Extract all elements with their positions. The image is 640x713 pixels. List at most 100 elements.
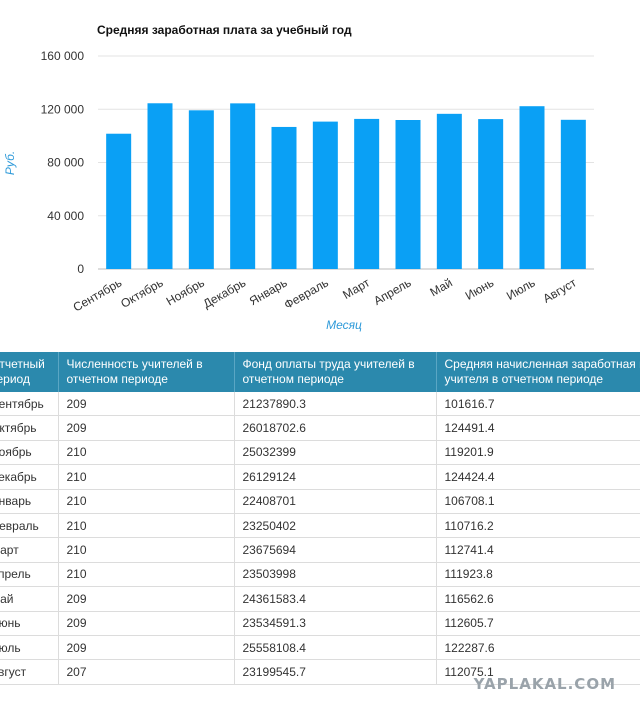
bar — [560, 119, 586, 270]
cell-average-salary: 106708.1 — [436, 489, 640, 514]
cell-teachers-count: 209 — [58, 611, 235, 636]
x-axis-label: Месяц — [326, 318, 362, 332]
x-tick-label: Сентябрь — [71, 275, 125, 314]
bar — [436, 113, 462, 269]
y-tick-label: 40 000 — [47, 209, 84, 223]
cell-period: Февраль — [0, 513, 59, 539]
cell-period: Сентябрь — [0, 392, 59, 417]
table-row: Ноябрь21025032399119201.9 — [0, 440, 640, 466]
bars — [106, 103, 586, 270]
cell-teachers-count: 210 — [58, 513, 235, 539]
site-watermark: YAPLAKAL.COM — [473, 675, 616, 693]
x-tick-label: Май — [427, 275, 454, 299]
header-teachers-count: Численность учителей в отчетном периоде — [58, 352, 235, 392]
x-tick-label: Ноябрь — [164, 275, 207, 308]
cell-average-salary: 122287.6 — [436, 635, 640, 661]
cell-average-salary: 112075.1 — [436, 659, 640, 685]
bar — [106, 133, 132, 269]
cell-period: Июль — [0, 635, 59, 661]
table-header-row: Отчетный период Численность учителей в о… — [0, 352, 640, 392]
cell-period: Март — [0, 537, 59, 563]
bar — [271, 126, 297, 269]
header-period-label: Отчетный период — [0, 357, 45, 386]
chart-title: Средняя заработная плата за учебный год — [97, 23, 352, 37]
cell-average-salary: 112741.4 — [436, 537, 640, 563]
bar — [395, 120, 421, 270]
table-row: Апрель21023503998111923.8 — [0, 562, 640, 588]
cell-payroll-fund: 23199545.7 — [234, 659, 437, 685]
cell-period: Декабрь — [0, 464, 59, 490]
cell-payroll-fund: 26129124 — [234, 464, 437, 490]
table-row: Март21023675694112741.4 — [0, 537, 640, 563]
cell-teachers-count: 210 — [58, 537, 235, 563]
cell-payroll-fund: 21237890.3 — [234, 392, 437, 417]
cell-average-salary: 111923.8 — [436, 562, 640, 588]
header-average-salary: Средняя начисленная заработная плата учи… — [436, 352, 640, 392]
salary-bar-chart: Средняя заработная плата за учебный год … — [3, 23, 594, 332]
cell-teachers-count: 207 — [58, 659, 235, 685]
header-teachers-count-label: Численность учителей в отчетном периоде — [66, 357, 203, 386]
x-tick-label: Март — [340, 275, 372, 302]
cell-average-salary: 116562.6 — [436, 586, 640, 612]
cell-payroll-fund: 24361583.4 — [234, 586, 437, 612]
x-axis-ticks: СентябрьОктябрьНоябрьДекабрьЯнварьФеврал… — [71, 275, 580, 314]
bar — [478, 119, 504, 269]
y-tick-label: 0 — [77, 262, 84, 276]
table-row: Январь21022408701106708.1 — [0, 489, 640, 514]
cell-teachers-count: 209 — [58, 392, 235, 417]
y-tick-label: 120 000 — [41, 102, 85, 116]
cell-period: Июнь — [0, 611, 59, 636]
table-row: Декабрь21026129124124424.4 — [0, 464, 640, 490]
cell-payroll-fund: 23675694 — [234, 537, 437, 563]
cell-average-salary: 124491.4 — [436, 415, 640, 441]
header-average-salary-label: Средняя начисленная заработная плата учи… — [444, 357, 640, 386]
x-tick-label: Февраль — [282, 275, 331, 312]
cell-payroll-fund: 25032399 — [234, 440, 437, 466]
cell-teachers-count: 210 — [58, 489, 235, 514]
bar — [230, 103, 256, 269]
cell-period: Январь — [0, 489, 59, 514]
x-tick-label: Октябрь — [118, 275, 165, 310]
gridlines — [98, 55, 594, 270]
cell-payroll-fund: 22408701 — [234, 489, 437, 514]
x-tick-label: Апрель — [371, 275, 413, 307]
x-tick-label: Июнь — [463, 275, 496, 302]
table-body: Сентябрь20921237890.3101616.7Октябрь2092… — [0, 392, 640, 685]
cell-teachers-count: 210 — [58, 464, 235, 490]
header-period: Отчетный период — [0, 352, 59, 392]
bar — [519, 106, 545, 269]
x-tick-label: Декабрь — [201, 275, 249, 311]
y-axis-label: Руб. — [3, 151, 17, 175]
y-axis-ticks: 0 40 000 80 000 120 000 160 000 — [41, 49, 85, 276]
header-payroll-fund: Фонд оплаты труда учителей в отчетном пе… — [234, 352, 437, 392]
header-payroll-fund-label: Фонд оплаты труда учителей в отчетном пе… — [242, 357, 415, 386]
cell-average-salary: 112605.7 — [436, 611, 640, 636]
bar — [312, 121, 338, 269]
cell-period: Май — [0, 586, 59, 612]
bar — [354, 118, 380, 269]
cell-period: Август — [0, 659, 59, 685]
salary-table-container: Отчетный период Численность учителей в о… — [0, 352, 640, 685]
cell-teachers-count: 209 — [58, 586, 235, 612]
cell-teachers-count: 210 — [58, 440, 235, 466]
cell-period: Ноябрь — [0, 440, 59, 466]
x-tick-label: Июль — [504, 275, 538, 302]
cell-average-salary: 110716.2 — [436, 513, 640, 539]
cell-teachers-count: 210 — [58, 562, 235, 588]
cell-period: Апрель — [0, 562, 59, 588]
bar — [188, 110, 214, 269]
bar — [147, 103, 173, 270]
cell-teachers-count: 209 — [58, 415, 235, 441]
cell-payroll-fund: 23503998 — [234, 562, 437, 588]
x-tick-label: Август — [541, 275, 580, 305]
cell-payroll-fund: 23250402 — [234, 513, 437, 539]
cell-average-salary: 101616.7 — [436, 392, 640, 417]
salary-table: Отчетный период Численность учителей в о… — [0, 352, 640, 685]
cell-average-salary: 119201.9 — [436, 440, 640, 466]
